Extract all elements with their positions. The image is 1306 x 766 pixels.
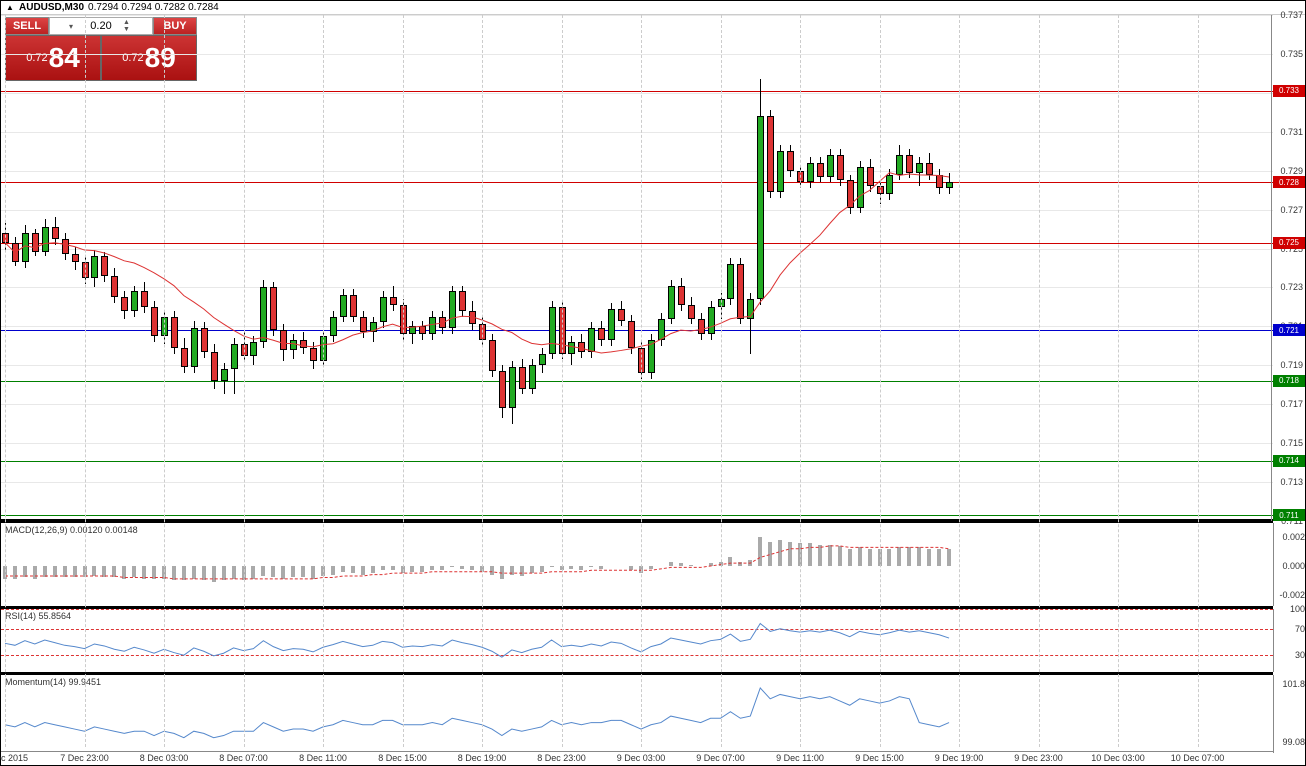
symbol-label: AUDUSD,M30 — [19, 2, 84, 13]
rsi-label: RSI(14) 55.8564 — [5, 611, 71, 621]
rsi-y-axis: 3070100 — [1273, 609, 1306, 672]
macd-y-axis: -0.0020.0000.002 — [1273, 523, 1306, 606]
rsi-panel[interactable]: RSI(14) 55.8564 3070100 — [1, 607, 1273, 673]
macd-panel[interactable]: MACD(12,26,9) 0.00120 0.00148 -0.0020.00… — [1, 521, 1273, 607]
chart-header: ▲ AUDUSD,M30 0.7294 0.7294 0.7282 0.7284 — [1, 1, 1305, 15]
momentum-panel[interactable]: Momentum(14) 99.9451 99.08101.8 — [1, 673, 1273, 753]
price-y-axis: 0.7110.7130.7150.7170.7190.7210.7230.725… — [1271, 15, 1305, 521]
time-x-axis: 7 Dec 20157 Dec 23:008 Dec 03:008 Dec 07… — [1, 751, 1273, 765]
expand-up-icon[interactable]: ▲ — [5, 3, 15, 13]
price-chart[interactable] — [1, 15, 1273, 521]
ohlc-label: 0.7294 0.7294 0.7282 0.7284 — [88, 2, 219, 13]
macd-label: MACD(12,26,9) 0.00120 0.00148 — [5, 525, 138, 535]
momentum-label: Momentum(14) 99.9451 — [5, 677, 101, 687]
momentum-y-axis: 99.08101.8 — [1273, 675, 1306, 753]
